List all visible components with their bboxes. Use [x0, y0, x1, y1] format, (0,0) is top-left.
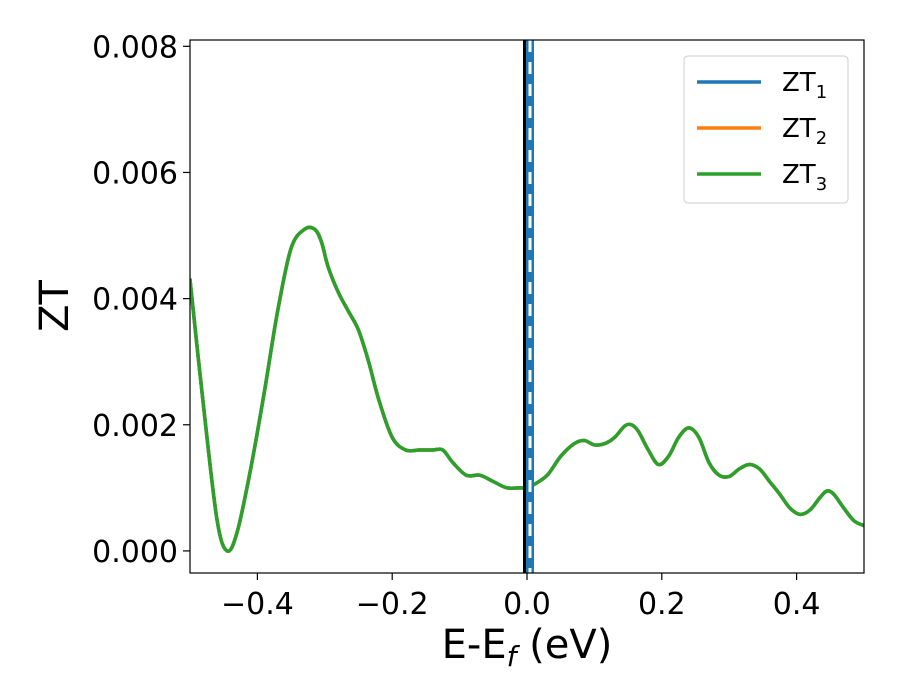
- series-line-zt3: [190, 225, 864, 554]
- legend-label-zt2: ZT2: [782, 114, 827, 149]
- legend-label-zt3: ZT3: [782, 160, 827, 195]
- x-axis-ticks: −0.4 −0.2 0.0 0.2 0.4: [221, 573, 820, 622]
- legend-items: ZT1 ZT2 ZT3: [697, 68, 827, 195]
- legend-frame: [683, 55, 849, 204]
- x-tick-label: 0.4: [773, 587, 821, 622]
- y-tick-label: 0.008: [92, 30, 178, 65]
- legend: ZT1 ZT2 ZT3: [683, 55, 849, 204]
- y-axis-ticks: 0.000 0.002 0.004 0.006 0.008: [92, 30, 190, 570]
- x-axis-label: E-Ef (eV): [442, 622, 613, 673]
- y-tick-label: 0.000: [92, 535, 178, 570]
- x-axis-label-tail: (eV): [516, 622, 612, 668]
- y-tick-label: 0.004: [92, 283, 178, 318]
- legend-label-zt1: ZT1: [782, 68, 827, 103]
- y-tick-label: 0.006: [92, 156, 178, 191]
- vertical-marker-zero: [523, 40, 534, 573]
- y-tick-label: 0.002: [92, 409, 178, 444]
- x-axis-label-main: E-E: [442, 622, 507, 668]
- x-tick-label: 0.2: [638, 587, 686, 622]
- y-axis-label: ZT: [32, 280, 78, 332]
- x-tick-label: 0.0: [503, 587, 551, 622]
- x-tick-label: −0.4: [221, 587, 294, 622]
- series-layer: [190, 225, 864, 554]
- x-tick-label: −0.2: [356, 587, 429, 622]
